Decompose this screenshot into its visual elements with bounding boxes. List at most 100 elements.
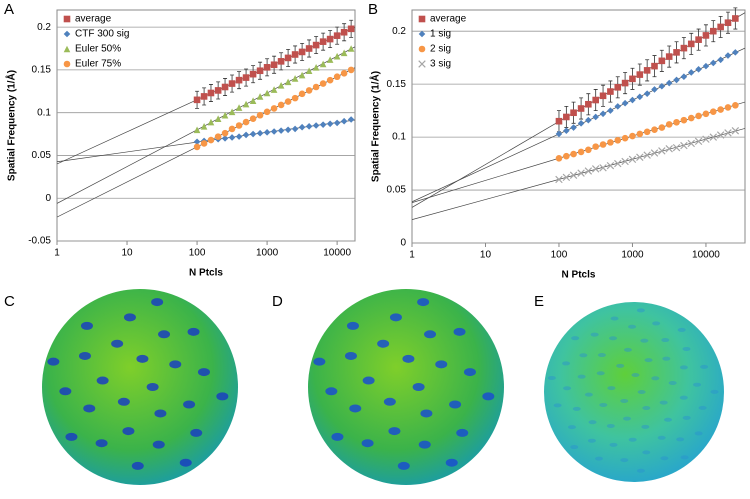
point xyxy=(319,38,327,45)
point xyxy=(658,124,666,131)
surface-bump xyxy=(659,400,668,405)
point xyxy=(732,15,739,22)
point xyxy=(599,110,607,118)
surface-bump xyxy=(567,425,576,430)
surface-bump xyxy=(417,298,430,307)
legend-label: 1 sig xyxy=(430,29,451,40)
point xyxy=(249,115,257,122)
point xyxy=(570,150,577,158)
point xyxy=(221,83,229,91)
point xyxy=(709,133,718,141)
surface-bump xyxy=(152,440,165,449)
point xyxy=(629,96,636,104)
point xyxy=(665,145,673,153)
surface-bump xyxy=(700,364,709,369)
surface-bump xyxy=(607,386,616,391)
point xyxy=(577,105,585,112)
point xyxy=(563,127,570,135)
surface-bump xyxy=(59,387,72,396)
point xyxy=(235,76,243,84)
point xyxy=(298,123,306,131)
point xyxy=(569,171,578,179)
panel-label: E xyxy=(534,293,544,310)
point xyxy=(614,103,622,110)
point xyxy=(291,125,299,133)
point xyxy=(694,137,703,146)
panel-label: B xyxy=(368,1,378,18)
point xyxy=(585,116,592,124)
surface-bump xyxy=(597,353,606,358)
surface-bump xyxy=(616,363,625,368)
point xyxy=(577,148,585,156)
legend-label: average xyxy=(75,14,112,25)
point xyxy=(628,155,637,164)
point xyxy=(658,147,666,155)
surface-bump xyxy=(596,371,605,376)
surface-bump xyxy=(95,439,108,448)
point xyxy=(724,129,732,137)
surface-bump xyxy=(397,461,410,470)
point xyxy=(277,81,285,89)
surface-bump xyxy=(362,376,375,385)
x-tick-label: 100 xyxy=(189,248,206,259)
surface-bump xyxy=(435,360,448,369)
point xyxy=(235,104,243,111)
surface-bump xyxy=(158,330,171,339)
surface-bump xyxy=(679,395,688,400)
surface-bump xyxy=(146,383,159,391)
point xyxy=(563,152,570,160)
x-tick-label: 1000 xyxy=(621,250,644,261)
point xyxy=(291,94,299,102)
trend-line xyxy=(57,46,355,204)
surface-bump xyxy=(652,321,661,326)
point xyxy=(643,67,651,74)
point xyxy=(284,98,292,105)
point xyxy=(607,88,614,95)
surface-bump xyxy=(47,357,60,366)
point xyxy=(298,90,306,98)
surface-bump xyxy=(412,383,425,391)
surface-bump xyxy=(111,339,124,348)
surface-bump xyxy=(579,353,588,358)
point xyxy=(562,173,571,182)
point xyxy=(312,83,320,91)
point xyxy=(555,117,563,125)
y-tick-label: 0.2 xyxy=(37,22,51,33)
legend-marker xyxy=(63,30,71,38)
surface-bump xyxy=(636,308,645,313)
surface-bump xyxy=(122,427,135,436)
point xyxy=(709,27,717,35)
legend-marker xyxy=(63,45,71,53)
surface-bump xyxy=(577,374,586,379)
surface-bump xyxy=(642,450,651,455)
point xyxy=(284,54,292,62)
x-axis-label: N Ptcls xyxy=(562,270,596,281)
point xyxy=(665,79,673,87)
point xyxy=(228,108,236,116)
panel-label: A xyxy=(4,1,14,18)
x-tick-label: 10000 xyxy=(323,248,351,259)
surface-bump xyxy=(388,427,401,436)
point xyxy=(333,119,341,127)
point xyxy=(732,102,739,109)
surface-bump xyxy=(663,417,672,422)
trend-line xyxy=(412,47,745,203)
x-tick-label: 100 xyxy=(551,250,568,261)
point xyxy=(298,71,306,79)
virus-render xyxy=(42,289,238,485)
point xyxy=(695,36,702,43)
point xyxy=(687,139,695,148)
point xyxy=(340,28,348,36)
point xyxy=(270,128,278,135)
surface-bump xyxy=(628,437,637,442)
point xyxy=(680,73,688,81)
point xyxy=(249,97,257,104)
point xyxy=(270,86,278,93)
surface-bump xyxy=(631,372,640,377)
surface-bump xyxy=(641,424,650,429)
point xyxy=(193,138,201,146)
surface-bump xyxy=(636,468,645,473)
surface-bump xyxy=(588,420,597,425)
point xyxy=(319,121,327,128)
point xyxy=(340,49,348,57)
